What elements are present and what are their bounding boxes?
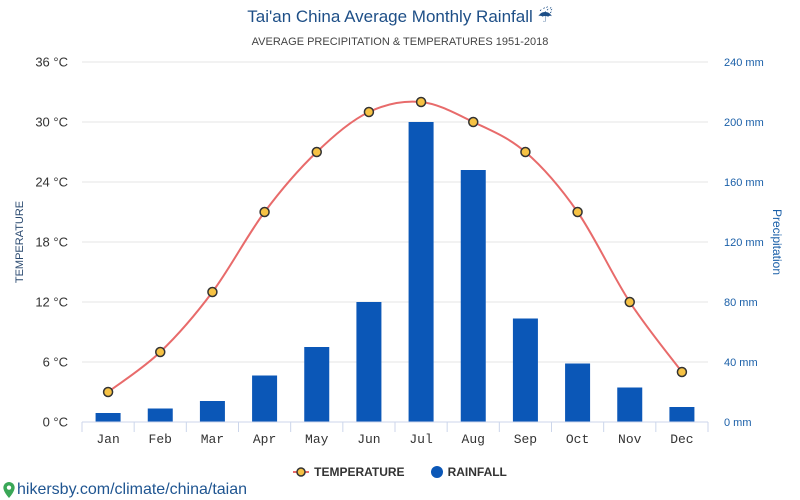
- temperature-point[interactable]: [363, 106, 375, 118]
- rainfall-bar[interactable]: [304, 347, 330, 422]
- temperature-point[interactable]: [415, 96, 427, 108]
- temperature-line: [107, 100, 683, 393]
- legend: TEMPERATURE RAINFALL: [0, 463, 800, 481]
- rainfall-bar[interactable]: [252, 375, 278, 423]
- y-left-axis-title: TEMPERATURE: [14, 201, 26, 283]
- y-right-tick-label: 40 mm: [724, 357, 758, 369]
- x-tick-label: Apr: [253, 432, 276, 447]
- x-tick-label: Sep: [514, 432, 537, 447]
- y-right-tick-label: 200 mm: [724, 117, 764, 129]
- temperature-point[interactable]: [624, 296, 635, 308]
- x-tick-label: Feb: [149, 432, 172, 447]
- rainfall-bar[interactable]: [565, 363, 591, 423]
- x-tick-label: Mar: [201, 432, 224, 447]
- temperature-point[interactable]: [155, 346, 166, 358]
- footer: hikersby.com/climate/china/taian: [3, 481, 247, 499]
- y-right-tick-label: 120 mm: [724, 237, 764, 249]
- x-tick-label: Aug: [462, 432, 485, 447]
- legend-item-temperature[interactable]: TEMPERATURE: [293, 465, 405, 479]
- rainfall-bar[interactable]: [95, 413, 121, 422]
- y-left-tick-label: 36 °C: [35, 55, 68, 70]
- x-tick-label: Dec: [670, 432, 693, 447]
- temperature-point[interactable]: [572, 206, 583, 218]
- y-right-tick-label: 80 mm: [724, 297, 758, 309]
- legend-rainfall-marker: [430, 466, 443, 478]
- x-tick-label: May: [305, 432, 329, 447]
- temperature-points: [102, 96, 688, 398]
- x-tick-label: Jan: [96, 432, 119, 447]
- temperature-point[interactable]: [207, 286, 218, 298]
- y-left-tick-label: 24 °C: [35, 175, 68, 190]
- y-left-tick-label: 6 °C: [43, 355, 68, 370]
- temperature-point[interactable]: [676, 366, 688, 378]
- chart-title: Tai'an China Average Monthly Rainfall ☔: [247, 7, 553, 26]
- y-left-axis: 0 °C 6 °C 12 °C 18 °C 24 °C 30 °C 36 °C: [35, 55, 68, 430]
- rainfall-bar[interactable]: [669, 407, 695, 422]
- rainfall-bar[interactable]: [199, 401, 225, 422]
- rainfall-bar[interactable]: [617, 387, 643, 423]
- temperature-point[interactable]: [468, 116, 479, 128]
- rainfall-bar[interactable]: [512, 318, 538, 423]
- x-tick-label: Nov: [618, 432, 642, 447]
- legend-temperature-marker: [296, 467, 306, 477]
- rainfall-bar[interactable]: [356, 302, 382, 422]
- y-right-axis: 0 mm 40 mm 80 mm 120 mm 160 mm 200 mm 240 mm: [724, 57, 764, 429]
- chart-subtitle: AVERAGE PRECIPITATION & TEMPERATURES 195…: [251, 36, 549, 48]
- x-tick-label: Jun: [357, 432, 380, 447]
- temperature-point[interactable]: [311, 146, 322, 158]
- x-tick-label: Jul: [409, 432, 433, 447]
- rainfall-bars: [95, 122, 695, 423]
- rainfall-bar[interactable]: [408, 122, 434, 422]
- y-right-tick-label: 0 mm: [724, 417, 752, 429]
- rainfall-bar[interactable]: [147, 408, 173, 423]
- temperature-point[interactable]: [259, 206, 270, 218]
- legend-label-temperature: TEMPERATURE: [314, 465, 405, 479]
- y-right-axis-title: Precipitation: [770, 209, 784, 275]
- legend-item-rainfall[interactable]: RAINFALL: [430, 465, 507, 479]
- x-axis: Jan Feb Mar Apr May Jun Jul Aug Sep Oct Nov Dec: [81, 421, 709, 447]
- y-right-tick-label: 160 mm: [724, 177, 764, 189]
- legend-temperature-symbol: [293, 467, 310, 477]
- location-pin-icon: [3, 482, 15, 498]
- source-url: hikersby.com/climate/china/taian: [17, 481, 248, 498]
- x-tick-label: Oct: [566, 432, 589, 447]
- y-left-tick-label: 18 °C: [35, 235, 68, 250]
- temperature-series: [107, 100, 683, 393]
- y-left-tick-label: 12 °C: [35, 295, 68, 310]
- legend-label-rainfall: RAINFALL: [447, 465, 507, 479]
- temperature-point[interactable]: [520, 146, 531, 158]
- y-left-tick-label: 30 °C: [35, 115, 68, 130]
- legend-rainfall-symbol: [430, 466, 443, 478]
- gridlines: [82, 61, 708, 423]
- temperature-point[interactable]: [102, 386, 114, 398]
- rainfall-bar[interactable]: [460, 170, 486, 422]
- y-right-tick-label: 240 mm: [724, 57, 764, 69]
- y-left-tick-label: 0 °C: [43, 415, 68, 430]
